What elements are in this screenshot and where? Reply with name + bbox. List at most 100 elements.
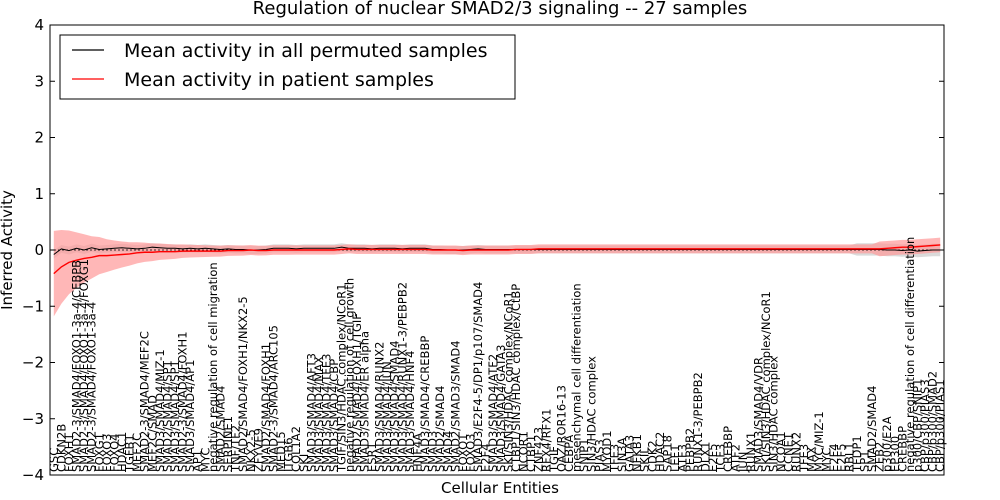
x-tick-label: SMAD3/SMAD4/ATF2 bbox=[486, 354, 500, 472]
x-tick-label: SMAD2/SMAD4/FOXH1 bbox=[259, 343, 273, 472]
x-tick-label: SMAD3/SMAD4/RUNX1-3/PEBPB2 bbox=[395, 282, 409, 472]
y-tick-label: −3 bbox=[22, 410, 44, 428]
x-tick-label: MYC bbox=[198, 448, 212, 472]
x-tick-label: MYC bbox=[820, 448, 834, 472]
x-tick-label: NCOR1 bbox=[517, 431, 531, 472]
x-tick-label: SMAD2-3/SMAD4/FOXO1-3a-4/CEBPB bbox=[70, 260, 84, 472]
x-tick-label: MEF2C bbox=[130, 433, 144, 472]
x-tick-label: ESR1 bbox=[365, 442, 379, 472]
x-tick-label: SP1 bbox=[857, 450, 871, 472]
x-tick-label: SIN3A bbox=[615, 437, 629, 472]
x-tick-label: FOXH1 bbox=[62, 433, 76, 472]
x-tick-label: TGIF/SIN3/HDAC complex/NCoR1 bbox=[335, 283, 349, 473]
x-tick-label: SMAD2-3/SMAD4/FOXH1 bbox=[176, 331, 190, 472]
x-tick-label: TGIF bbox=[547, 446, 561, 473]
y-tick-label: 1 bbox=[34, 185, 44, 203]
x-tick-label: CBP/p300/SMAD2 bbox=[926, 371, 940, 472]
x-tick-label: SIN3/HDAC complex bbox=[585, 356, 599, 472]
x-tick-label: ATF2 bbox=[729, 444, 743, 472]
x-tick-label: p300/E2A bbox=[880, 416, 894, 472]
series-lines bbox=[53, 244, 941, 275]
x-tick-label: CDK2 bbox=[645, 440, 659, 472]
x-tick-label: SMAD3/SMAD4/SMAD4 bbox=[388, 340, 402, 472]
x-tick-label: MAX bbox=[804, 446, 818, 472]
x-tick-label: CBP/p300/PIAS3 bbox=[918, 379, 932, 472]
x-tick-label: p300/CBP/SNIP1 bbox=[910, 379, 924, 472]
x-tick-label: SNIP1 bbox=[577, 438, 591, 472]
x-tick-label: negative regulation of cell differentiat… bbox=[903, 237, 917, 472]
x-tick-label: TFE3 bbox=[607, 444, 621, 473]
x-tick-label: SMAD2/SMAD4/FOXH1/TGIF bbox=[350, 313, 364, 472]
x-tick-label: HNF4A bbox=[410, 433, 424, 472]
series-line-patient bbox=[53, 244, 941, 275]
x-tick-label: AP1 bbox=[191, 450, 205, 472]
x-tick-label: EP300 bbox=[888, 436, 902, 472]
x-tick-label: E2F4 bbox=[479, 443, 493, 472]
x-tick-label: SMAD3/SMAD4/AFT3 bbox=[304, 353, 318, 472]
x-tick-label: PEBPB2 bbox=[683, 428, 697, 472]
y-tick-label: 4 bbox=[34, 16, 44, 34]
x-tick-label: CTBP1 bbox=[524, 435, 538, 472]
x-tick-label: FOXO4 bbox=[107, 434, 121, 472]
x-tick-label: TGFB1 bbox=[123, 434, 137, 473]
x-tick-label: SIN3/HDAC complex bbox=[767, 356, 781, 472]
y-tick-label: 2 bbox=[34, 129, 44, 147]
x-tick-label: HDAC1 bbox=[115, 432, 129, 472]
x-tick-label: GATA3 bbox=[623, 435, 637, 472]
x-tick-label: SMAD3/SMAD4/AP1 bbox=[183, 360, 197, 472]
confidence-bands bbox=[53, 230, 941, 317]
x-tick-label: CBP/p300/PIAS1 bbox=[933, 379, 947, 472]
x-tick-label: SMAD2/SMAD4 bbox=[433, 386, 447, 472]
x-tick-label: SMAD3 bbox=[426, 431, 440, 472]
x-tick-label: ATF3 bbox=[676, 444, 690, 472]
x-tick-label: ZEB2 bbox=[873, 442, 887, 472]
x-tick-label: TFE3 bbox=[797, 444, 811, 473]
x-tick-label: SMAD3/SMAD4/RUNX2 bbox=[373, 342, 387, 472]
x-tick-label: SMAD2/SMAD3/SMAD4 bbox=[448, 340, 462, 472]
x-tick-label: FOXG1 bbox=[92, 433, 106, 472]
x-tick-label: E2F5 bbox=[706, 443, 720, 472]
x-tick-label: CDKN2B bbox=[54, 424, 68, 472]
x-tick-label: SMAD3/SMAD4/ER alpha bbox=[357, 331, 371, 472]
y-axis-title: Inferred Activity bbox=[0, 190, 16, 310]
y-tick-label: −2 bbox=[22, 354, 44, 372]
patient-spread-band bbox=[53, 230, 941, 317]
x-tick-label: CEBPA bbox=[562, 435, 576, 472]
x-tick-label: TCF3 bbox=[714, 444, 728, 473]
x-tick-label: SMAD4 bbox=[441, 431, 455, 472]
x-tick-label: SKI bbox=[297, 454, 311, 472]
x-tick-label: CREBBP bbox=[721, 426, 735, 472]
legend-box bbox=[59, 34, 516, 100]
x-tick-label: LEF1 bbox=[668, 444, 682, 472]
x-tick-label: RUNX2 bbox=[789, 432, 803, 472]
y-tick-label: −1 bbox=[22, 297, 44, 315]
x-tick-label: SMAD3/SMAD4/GATA3 bbox=[494, 345, 508, 472]
x-tick-label: MYC/MIZ-1 bbox=[812, 411, 826, 472]
chart-title: Regulation of nuclear SMAD2/3 signaling … bbox=[253, 0, 748, 19]
x-tick-label: SMAD2-3/SMAD4/MEF2C bbox=[138, 331, 152, 472]
x-tick-label: FOXO3 bbox=[463, 434, 477, 472]
x-tick-label: MED15 bbox=[274, 431, 288, 472]
x-tick-label: NKX2-5 bbox=[244, 429, 258, 472]
x-tick-label: CTBP1/SIN3/HDAC complex/CtBP bbox=[509, 284, 523, 472]
x-tick-label: SMAD3/SMAD4/MIZ-1 bbox=[153, 349, 167, 472]
x-tick-label: MYOD1 bbox=[600, 430, 614, 472]
x-tick-label: SKI/SIN3/HDAC complex/NCoR1 bbox=[501, 291, 515, 472]
x-tick-label: SMAD3/SMAD4/CREBBP bbox=[418, 336, 432, 472]
x-tick-label: NFKB1 bbox=[630, 434, 644, 472]
x-tick-label: SMAD3/SMAD4/CBP bbox=[327, 359, 341, 472]
x-tick-label: E2F4 bbox=[827, 443, 841, 472]
x-tick-label: CCNE1 bbox=[782, 433, 796, 472]
x-tick-label: SMAD2-3/SMAD4/FOXO1-3a-4/FOXG1 bbox=[77, 259, 91, 472]
x-tick-label: SKIL bbox=[638, 447, 652, 472]
x-tick-label: ZFYVE9 bbox=[251, 428, 265, 472]
x-tick-label: ITGB6 bbox=[282, 437, 296, 472]
x-tick-label: SMAD2-3/SMAD4/FOXO1-3a-4 bbox=[85, 302, 99, 472]
legend-label-patient: Mean activity in patient samples bbox=[124, 69, 434, 91]
x-tick-label: negative regulation of cell growth bbox=[342, 278, 356, 472]
x-tick-label: TNF/TF2 bbox=[229, 425, 243, 473]
x-tick-label: TFDP1 bbox=[850, 435, 864, 473]
x-tick-label: CREBBP bbox=[895, 426, 909, 472]
x-tick-label: SMAD3/SMAD4/JUN bbox=[380, 361, 394, 472]
